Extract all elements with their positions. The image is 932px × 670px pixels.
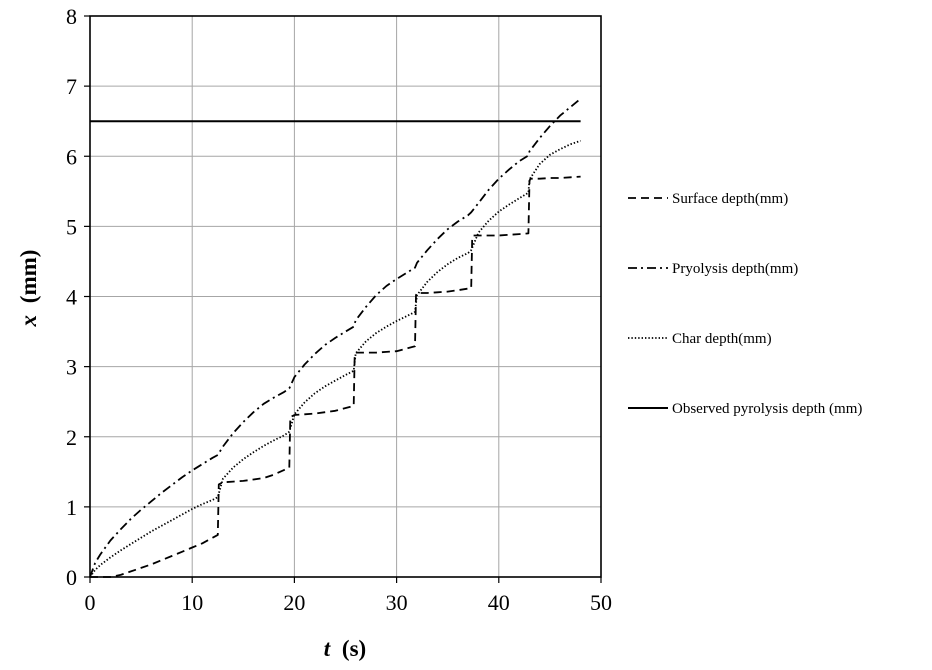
x-tick-label: 20 <box>283 590 305 615</box>
legend: Surface depth(mm) Pryolysis depth(mm) Char… <box>628 191 862 417</box>
legend-label: Char depth(mm) <box>672 331 772 347</box>
series-line <box>89 98 582 578</box>
series-lines <box>89 98 582 578</box>
legend-label: Surface depth(mm) <box>672 191 788 207</box>
x-axis-label: t (s) <box>324 636 366 661</box>
y-tick-label: 5 <box>66 214 77 239</box>
x-axis-unit: (s) <box>342 636 366 661</box>
y-tick-label: 2 <box>66 425 77 450</box>
series-line <box>89 139 581 578</box>
tick-labels: 0 10 20 30 40 50 0 1 2 3 4 5 6 7 8 <box>66 4 612 615</box>
y-tick-label: 3 <box>66 355 77 380</box>
x-tick-label: 40 <box>488 590 510 615</box>
y-axis-variable: x <box>16 315 41 328</box>
series-line <box>90 175 581 578</box>
y-tick-label: 6 <box>66 144 77 169</box>
x-tick-label: 10 <box>181 590 203 615</box>
legend-label: Observed pyrolysis depth (mm) <box>672 401 862 417</box>
y-axis-unit: (mm) <box>16 250 41 304</box>
x-axis-variable: t <box>324 636 331 661</box>
y-axis-label: x (mm) <box>16 250 41 328</box>
y-tick-label: 4 <box>66 285 77 310</box>
legend-label: Pryolysis depth(mm) <box>672 261 798 277</box>
y-tick-label: 8 <box>66 4 77 29</box>
grid <box>89 15 602 578</box>
x-tick-label: 0 <box>85 590 96 615</box>
x-tick-label: 30 <box>386 590 408 615</box>
y-tick-label: 0 <box>66 565 77 590</box>
y-tick-label: 7 <box>66 74 77 99</box>
x-tick-label: 50 <box>590 590 612 615</box>
y-tick-label: 1 <box>66 495 77 520</box>
